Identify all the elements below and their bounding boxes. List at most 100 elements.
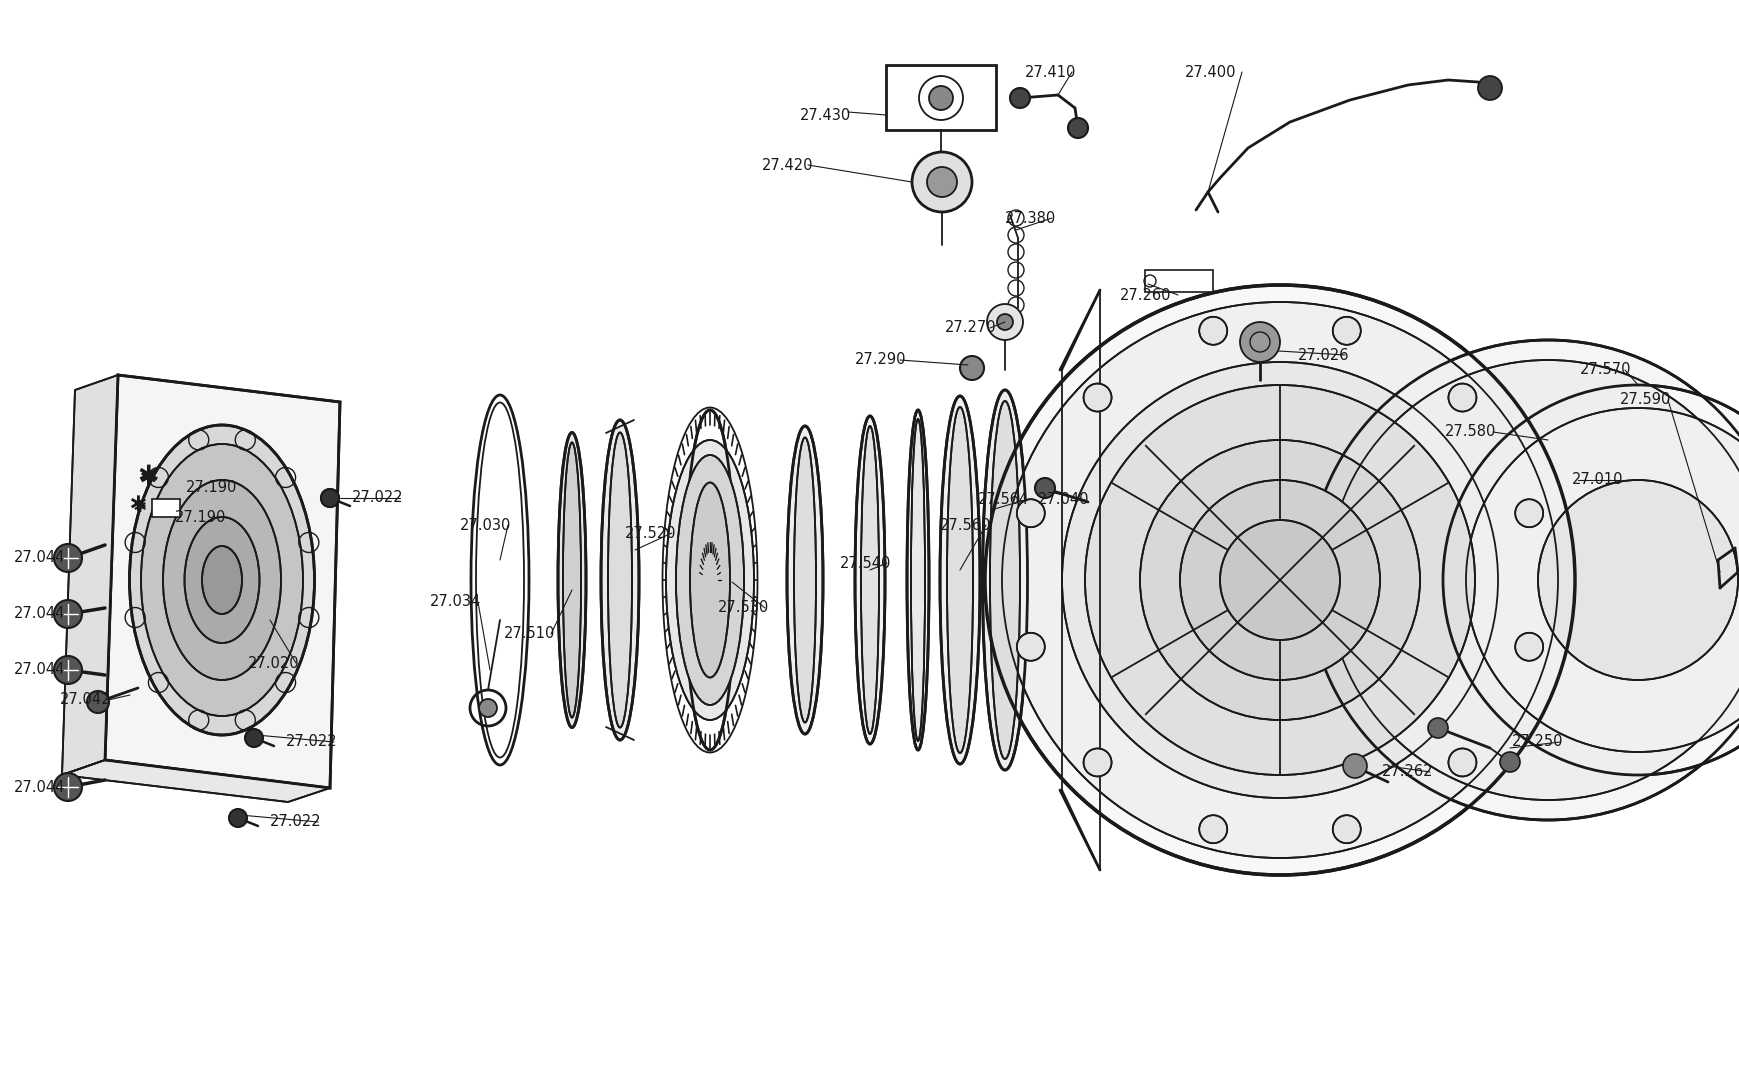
- Text: ∗: ∗: [136, 460, 160, 489]
- Text: 27.420: 27.420: [762, 157, 814, 172]
- Circle shape: [1085, 385, 1475, 775]
- Circle shape: [1515, 632, 1542, 661]
- Polygon shape: [63, 760, 330, 802]
- Text: 27.044: 27.044: [14, 780, 66, 795]
- Text: 27.590: 27.590: [1619, 393, 1671, 408]
- Circle shape: [54, 600, 82, 628]
- Text: 27.290: 27.290: [854, 352, 906, 367]
- Circle shape: [986, 304, 1023, 340]
- Ellipse shape: [607, 432, 631, 728]
- Circle shape: [478, 699, 497, 717]
- Circle shape: [1139, 440, 1419, 720]
- Circle shape: [1016, 500, 1043, 528]
- Circle shape: [1219, 520, 1339, 640]
- Ellipse shape: [690, 483, 730, 677]
- Circle shape: [1068, 118, 1087, 138]
- Ellipse shape: [861, 426, 878, 734]
- Circle shape: [54, 773, 82, 801]
- Ellipse shape: [854, 416, 885, 744]
- Circle shape: [1198, 317, 1226, 345]
- Circle shape: [1327, 360, 1739, 800]
- Text: 27.520: 27.520: [624, 525, 676, 540]
- Text: 27.022: 27.022: [285, 734, 337, 749]
- Circle shape: [1016, 632, 1043, 661]
- Text: 27.190: 27.190: [176, 509, 226, 524]
- Circle shape: [1083, 748, 1111, 777]
- Text: 27.026: 27.026: [1297, 348, 1349, 363]
- Ellipse shape: [202, 546, 242, 614]
- Circle shape: [911, 152, 972, 212]
- Circle shape: [1002, 302, 1556, 858]
- Text: 27.400: 27.400: [1184, 64, 1236, 79]
- Text: ∗: ∗: [127, 492, 148, 516]
- Ellipse shape: [558, 432, 586, 728]
- Text: 27.380: 27.380: [1005, 211, 1056, 226]
- Circle shape: [1332, 815, 1360, 843]
- Text: 27.020: 27.020: [249, 656, 299, 671]
- Text: ∗: ∗: [132, 498, 148, 517]
- FancyBboxPatch shape: [1144, 270, 1212, 292]
- Circle shape: [54, 544, 82, 572]
- Circle shape: [320, 489, 339, 507]
- Ellipse shape: [129, 425, 315, 735]
- Circle shape: [1447, 748, 1476, 777]
- Circle shape: [1083, 383, 1111, 412]
- Text: 27.430: 27.430: [800, 107, 850, 122]
- Ellipse shape: [983, 389, 1028, 770]
- Circle shape: [1447, 383, 1476, 412]
- Circle shape: [245, 729, 263, 747]
- Circle shape: [1499, 752, 1520, 771]
- Circle shape: [230, 809, 247, 827]
- Circle shape: [1179, 480, 1379, 681]
- Text: 27.262: 27.262: [1381, 764, 1433, 780]
- Ellipse shape: [676, 455, 744, 705]
- Ellipse shape: [911, 419, 925, 742]
- Ellipse shape: [989, 401, 1019, 759]
- Text: 27.034: 27.034: [430, 595, 482, 610]
- Circle shape: [1515, 500, 1542, 528]
- Circle shape: [1308, 340, 1739, 820]
- Text: 27.250: 27.250: [1511, 734, 1563, 749]
- Text: 27.044: 27.044: [14, 550, 66, 566]
- Text: 27.010: 27.010: [1570, 473, 1622, 488]
- Ellipse shape: [141, 444, 303, 716]
- Ellipse shape: [906, 410, 929, 750]
- Circle shape: [1061, 362, 1497, 798]
- Text: 27.560: 27.560: [939, 518, 991, 533]
- Circle shape: [320, 489, 339, 507]
- Text: 27.510: 27.510: [504, 627, 555, 642]
- Text: 27.040: 27.040: [1038, 492, 1089, 507]
- Circle shape: [1035, 478, 1054, 498]
- Polygon shape: [63, 374, 118, 775]
- Text: 27.540: 27.540: [840, 555, 890, 570]
- Ellipse shape: [946, 407, 972, 753]
- Ellipse shape: [563, 443, 581, 718]
- Text: 27.042: 27.042: [59, 692, 111, 707]
- Text: 27.570: 27.570: [1579, 363, 1631, 378]
- Circle shape: [1332, 317, 1360, 345]
- Text: 27.044: 27.044: [14, 607, 66, 622]
- Circle shape: [54, 656, 82, 684]
- Circle shape: [1428, 718, 1447, 738]
- Ellipse shape: [793, 438, 816, 722]
- Ellipse shape: [600, 421, 638, 740]
- Text: 27.270: 27.270: [944, 321, 996, 336]
- Ellipse shape: [666, 440, 753, 720]
- Text: 27.190: 27.190: [186, 480, 237, 495]
- Circle shape: [1537, 480, 1737, 681]
- Circle shape: [1343, 754, 1367, 778]
- Text: 27.044: 27.044: [14, 662, 66, 677]
- Ellipse shape: [786, 426, 823, 734]
- Ellipse shape: [184, 517, 259, 643]
- Text: ∗: ∗: [137, 467, 158, 490]
- Circle shape: [1198, 815, 1226, 843]
- Circle shape: [1240, 322, 1280, 362]
- Text: 27.410: 27.410: [1024, 64, 1076, 79]
- Text: 27.030: 27.030: [459, 518, 511, 533]
- Text: 27.564: 27.564: [977, 492, 1029, 507]
- Ellipse shape: [163, 480, 280, 681]
- Circle shape: [996, 314, 1012, 330]
- Circle shape: [1009, 88, 1029, 108]
- Circle shape: [1466, 408, 1739, 752]
- Text: 27.580: 27.580: [1443, 425, 1496, 440]
